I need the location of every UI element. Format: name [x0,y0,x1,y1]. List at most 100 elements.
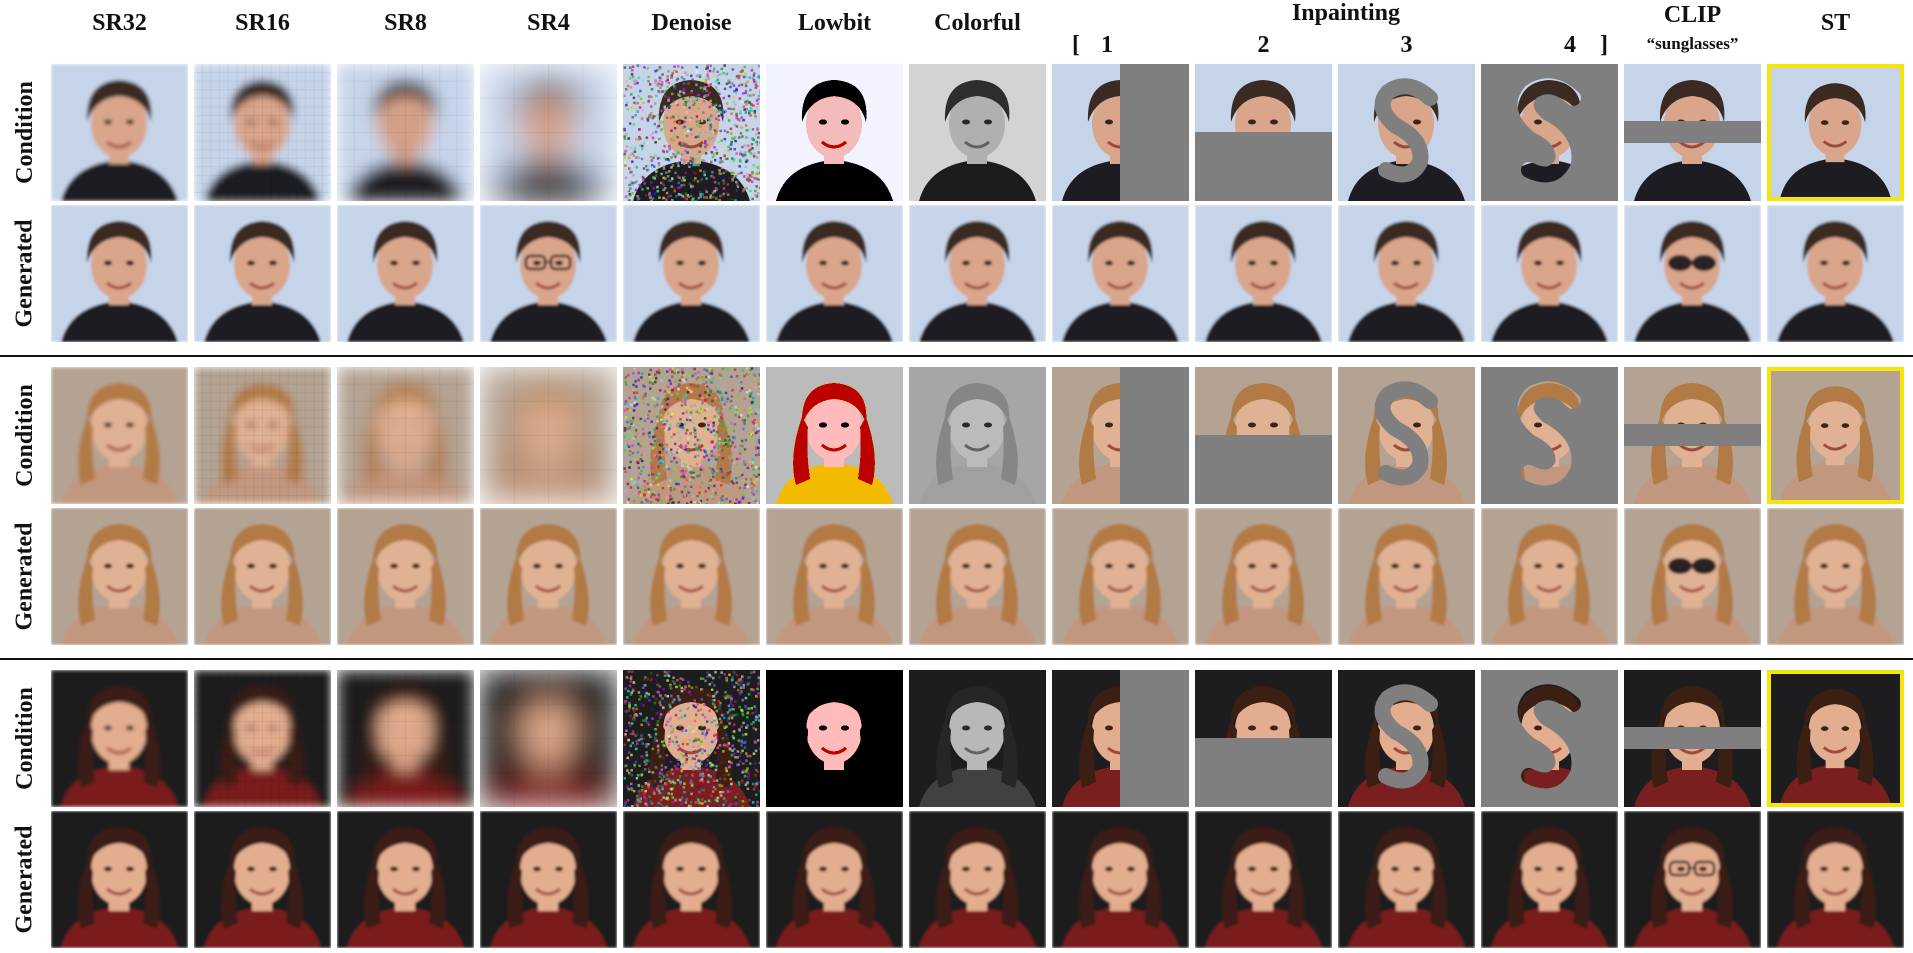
generated-sr8-image [337,508,474,645]
generated-inpaint-3-image [1338,811,1475,948]
condition-inpaint-3-image [1338,670,1475,807]
generated-inpaint-1-image [1052,811,1189,948]
generated-sr4-image [480,811,617,948]
generated-st-image [1767,811,1904,948]
generated-sr16-image [194,508,331,645]
condition-sr32-image [51,64,188,201]
generated-sr8-image [337,811,474,948]
generated-colorful-image [909,205,1046,342]
generated-sr32-image [51,811,188,948]
condition-sr4-image [480,670,617,807]
condition-inpaint-4-image [1481,367,1618,504]
generated-sr32-image [51,205,188,342]
generated-sr8-image [337,205,474,342]
condition-inpaint-1-image [1052,367,1189,504]
column-header-lowbit: Lowbit [797,10,872,36]
row-label-condition: Condition [11,687,38,790]
condition-inpaint-1-image [1052,64,1189,201]
generated-sr4-image [480,205,617,342]
condition-sr8-image [337,64,474,201]
row-label-generated: Generated [11,825,38,934]
condition-sr4-image [480,367,617,504]
generated-inpaint-4-image [1481,205,1618,342]
condition-clip-image [1624,367,1761,504]
inpainting-bracket-close: ] [1600,32,1608,58]
column-header-sr4: SR4 [527,10,570,36]
generated-clip-image [1624,508,1761,645]
condition-clip-image [1624,670,1761,807]
condition-inpaint-4-image [1481,670,1618,807]
column-header-st: ST [1820,10,1851,36]
generated-inpaint-2-image [1195,811,1332,948]
column-header-denoise: Denoise [651,10,732,36]
condition-lowbit-image [766,64,903,201]
generated-inpaint-3-image [1338,508,1475,645]
condition-st-image [1767,64,1904,201]
column-header-sr16: SR16 [235,10,290,36]
column-header-sr32: SR32 [92,10,147,36]
inpainting-group-header: Inpainting [1291,0,1401,26]
condition-colorful-image [909,670,1046,807]
generated-colorful-image [909,508,1046,645]
group-separator [0,355,1913,357]
condition-sr8-image [337,670,474,807]
condition-st-image [1767,367,1904,504]
generated-lowbit-image [766,811,903,948]
generated-colorful-image [909,811,1046,948]
column-header-colorful: Colorful [934,10,1021,36]
row-label-condition: Condition [11,81,38,184]
condition-denoise-image [623,670,760,807]
generated-clip-image [1624,811,1761,948]
column-header-inpainting-1: 1 [1101,32,1113,58]
generated-st-image [1767,508,1904,645]
condition-sr32-image [51,367,188,504]
generated-denoise-image [623,811,760,948]
condition-inpaint-1-image [1052,670,1189,807]
generated-inpaint-2-image [1195,508,1332,645]
condition-inpaint-4-image [1481,64,1618,201]
generated-inpaint-4-image [1481,811,1618,948]
condition-inpaint-2-image [1195,64,1332,201]
condition-inpaint-2-image [1195,670,1332,807]
condition-lowbit-image [766,670,903,807]
column-header-inpainting-4: 4 [1564,32,1576,58]
generated-sr16-image [194,811,331,948]
condition-sr16-image [194,670,331,807]
generated-inpaint-4-image [1481,508,1618,645]
condition-colorful-image [909,367,1046,504]
column-header-inpainting-3: 3 [1400,32,1413,58]
generated-lowbit-image [766,508,903,645]
condition-denoise-image [623,367,760,504]
generated-st-image [1767,205,1904,342]
generated-inpaint-1-image [1052,205,1189,342]
column-header-inpainting-2: 2 [1257,32,1270,58]
generated-denoise-image [623,508,760,645]
row-label-generated: Generated [11,219,38,328]
generated-inpaint-2-image [1195,205,1332,342]
generated-clip-image [1624,205,1761,342]
generated-sr32-image [51,508,188,645]
condition-denoise-image [623,64,760,201]
row-label-generated: Generated [11,522,38,631]
row-label-condition: Condition [11,384,38,487]
generated-lowbit-image [766,205,903,342]
condition-lowbit-image [766,367,903,504]
column-header-clip: CLIP [1663,2,1722,28]
condition-inpaint-3-image [1338,367,1475,504]
condition-inpaint-2-image [1195,367,1332,504]
generated-denoise-image [623,205,760,342]
column-header-sr8: SR8 [384,10,427,36]
generated-inpaint-3-image [1338,205,1475,342]
clip-prompt-subtitle: “sunglasses” [1646,34,1739,53]
inpainting-bracket-open: [ [1072,32,1080,58]
condition-colorful-image [909,64,1046,201]
group-separator [0,658,1913,660]
condition-clip-image [1624,64,1761,201]
condition-sr8-image [337,367,474,504]
condition-sr16-image [194,367,331,504]
generated-sr16-image [194,205,331,342]
condition-inpaint-3-image [1338,64,1475,201]
condition-sr16-image [194,64,331,201]
generated-sr4-image [480,508,617,645]
condition-sr4-image [480,64,617,201]
